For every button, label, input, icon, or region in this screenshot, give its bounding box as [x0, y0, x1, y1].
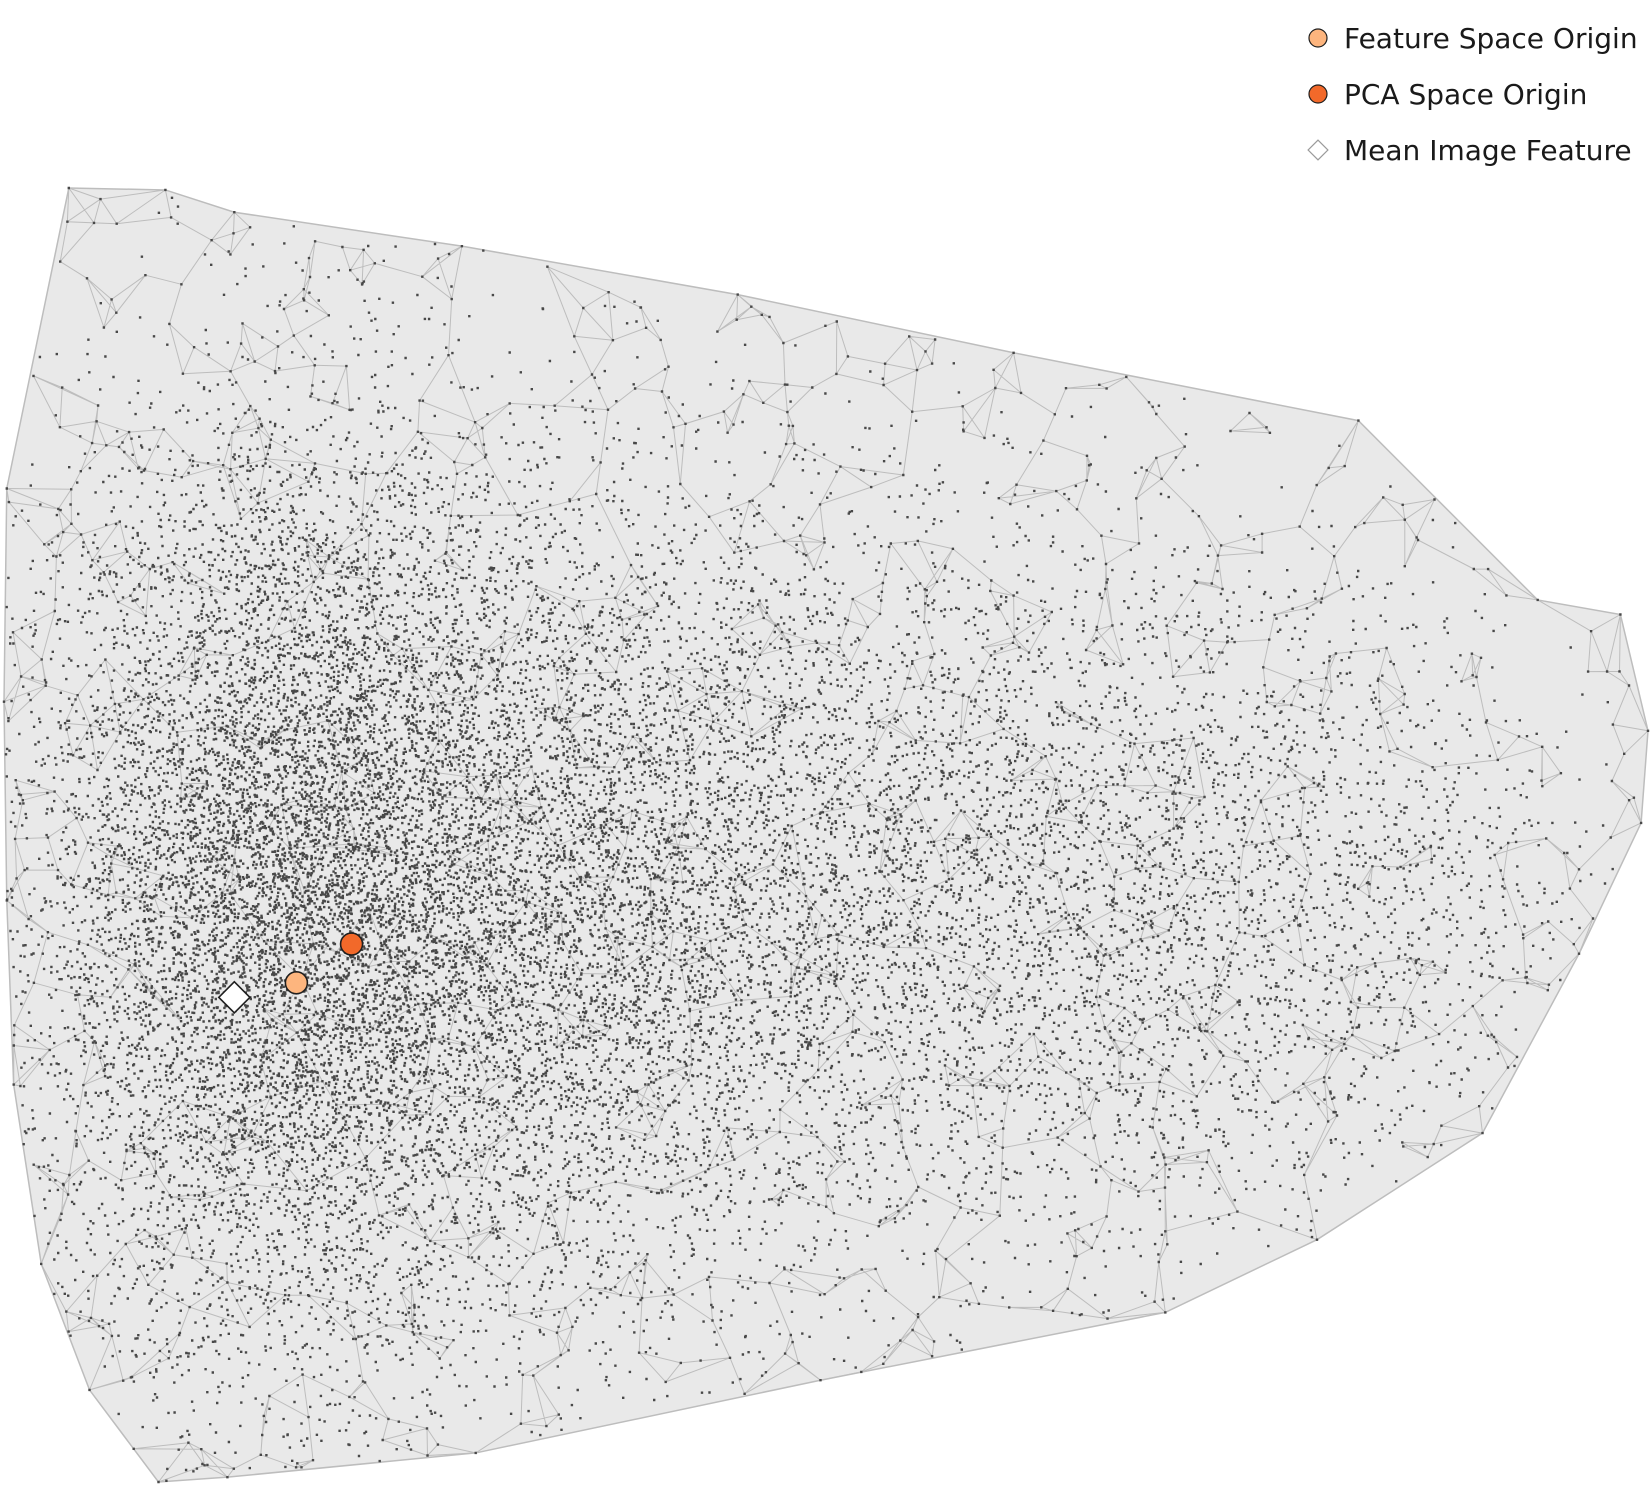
legend-label: PCA Space Origin [1344, 77, 1588, 111]
legend: Feature Space Origin PCA Space Origin Me… [1300, 10, 1638, 178]
marker-feature-space-origin [284, 971, 309, 995]
circle-marker-icon [1300, 76, 1336, 112]
diamond-marker-icon [1300, 132, 1336, 168]
legend-marker-mean-image-feature [1307, 139, 1329, 161]
circle-marker-icon [1300, 20, 1336, 56]
legend-item-mean-image-feature: Mean Image Feature [1300, 122, 1638, 178]
marker-mean-image-feature [217, 980, 252, 1015]
legend-marker-pca-space-origin [1308, 84, 1328, 104]
legend-item-pca-space-origin: PCA Space Origin [1300, 66, 1638, 122]
legend-label: Mean Image Feature [1344, 133, 1632, 167]
reference-markers [217, 932, 364, 1015]
legend-item-feature-space-origin: Feature Space Origin [1300, 10, 1638, 66]
convex-hull-mesh [3, 187, 1649, 1483]
legend-label: Feature Space Origin [1344, 21, 1638, 55]
legend-marker-feature-space-origin [1308, 28, 1328, 48]
marker-pca-space-origin [339, 932, 364, 956]
hull-polygon [3, 187, 1649, 1483]
